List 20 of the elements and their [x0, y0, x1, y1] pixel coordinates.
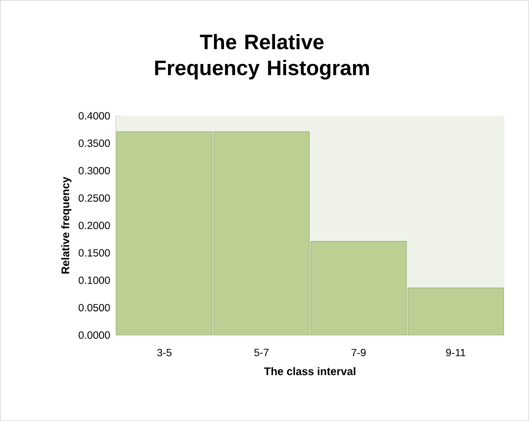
x-tick-label: 3-5	[157, 348, 172, 356]
y-tick-label: 0.1000	[78, 276, 110, 284]
y-tick-label: 0.1500	[78, 249, 110, 257]
y-tick-label: 0.3000	[78, 167, 110, 174]
x-tick-label: 7-9	[352, 348, 366, 356]
y-tick-label: 0.2000	[78, 222, 110, 230]
bar	[408, 288, 504, 336]
y-tick-label: 0.4000	[78, 112, 110, 120]
y-tick-label: 0.0500	[78, 304, 110, 312]
x-tick-label: 9-11	[446, 348, 466, 356]
y-axis-title: Relative frequency	[61, 176, 72, 274]
chart-title: The Relative Frequency Histogram	[155, 34, 369, 80]
y-tick-label: 0.2500	[78, 194, 110, 202]
y-tick-label: 0.0000	[78, 331, 110, 339]
bar	[310, 241, 407, 336]
bar	[213, 132, 310, 336]
x-axis-title: The class interval	[264, 367, 356, 376]
bar	[116, 132, 212, 336]
x-tick-label: 5-7	[254, 348, 269, 356]
y-tick-label: 0.3500	[78, 140, 110, 148]
